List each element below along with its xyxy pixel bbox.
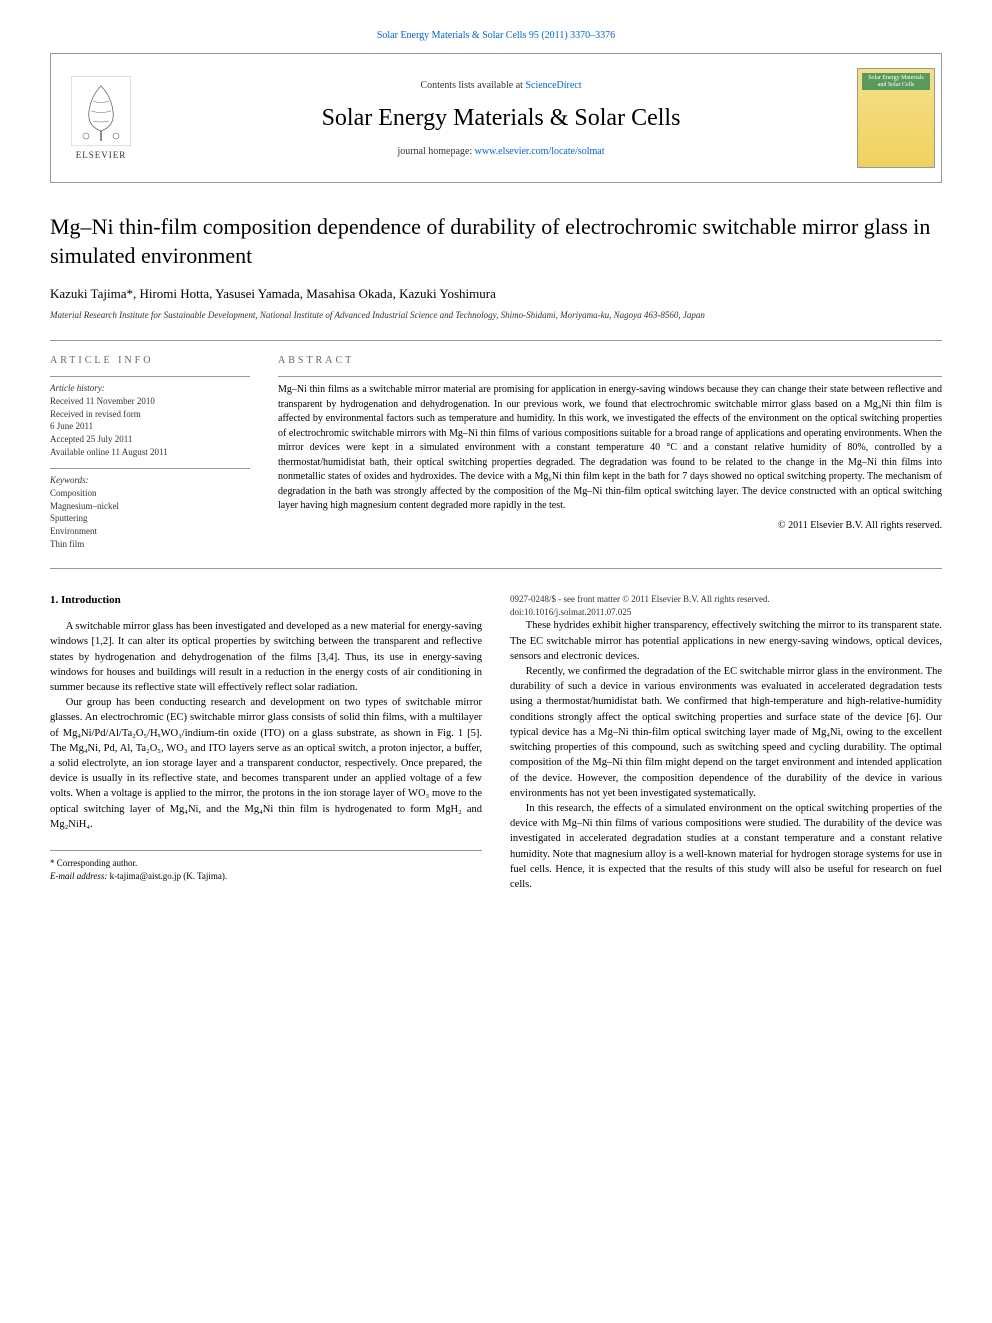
- email-address[interactable]: k-tajima@aist.go.jp (K. Tajima).: [110, 871, 227, 881]
- body-paragraph: Our group has been conducting research a…: [50, 695, 482, 832]
- journal-name: Solar Energy Materials & Solar Cells: [322, 105, 681, 132]
- elsevier-tree-icon: [71, 76, 131, 146]
- abstract-heading: ABSTRACT: [278, 355, 942, 366]
- homepage-line: journal homepage: www.elsevier.com/locat…: [397, 146, 604, 157]
- homepage-prefix: journal homepage:: [397, 146, 474, 157]
- author-list: Kazuki Tajima*, Hiromi Hotta, Yasusei Ya…: [50, 286, 942, 302]
- header-center: Contents lists available at ScienceDirec…: [151, 54, 851, 182]
- cover-badge: Solar Energy Materials and Solar Cells: [862, 73, 930, 90]
- journal-cover[interactable]: Solar Energy Materials and Solar Cells: [851, 54, 941, 182]
- article-info-heading: ARTICLE INFO: [50, 355, 250, 366]
- history-label: Article history:: [50, 383, 250, 393]
- sciencedirect-link[interactable]: ScienceDirect: [525, 80, 581, 91]
- history-block: Article history: Received 11 November 20…: [50, 376, 250, 458]
- journal-citation-link[interactable]: Solar Energy Materials & Solar Cells 95 …: [50, 30, 942, 41]
- footnote-block: * Corresponding author. E-mail address: …: [50, 850, 482, 882]
- email-line: E-mail address: k-tajima@aist.go.jp (K. …: [50, 870, 482, 883]
- abstract-text: Mg–Ni thin films as a switchable mirror …: [278, 376, 942, 514]
- divider: [50, 340, 942, 341]
- divider: [50, 568, 942, 569]
- body-paragraph: Recently, we confirmed the degradation o…: [510, 664, 942, 801]
- keywords-label: Keywords:: [50, 475, 250, 485]
- affiliation: Material Research Institute for Sustaina…: [50, 310, 942, 320]
- history-line: 6 June 2011: [50, 420, 250, 433]
- history-line: Received 11 November 2010: [50, 395, 250, 408]
- keyword: Sputtering: [50, 512, 250, 525]
- corresponding-author: * Corresponding author.: [50, 857, 482, 870]
- keyword: Composition: [50, 487, 250, 500]
- body-columns: 1. Introduction A switchable mirror glas…: [50, 593, 942, 896]
- email-label: E-mail address:: [50, 871, 107, 881]
- doi-line: doi:10.1016/j.solmat.2011.07.025: [510, 606, 942, 619]
- body-paragraph: In this research, the effects of a simul…: [510, 801, 942, 892]
- cover-thumbnail: Solar Energy Materials and Solar Cells: [857, 68, 935, 168]
- section-heading: 1. Introduction: [50, 593, 482, 609]
- info-abstract-row: ARTICLE INFO Article history: Received 1…: [50, 355, 942, 550]
- abstract-block: ABSTRACT Mg–Ni thin films as a switchabl…: [278, 355, 942, 550]
- keyword: Thin film: [50, 538, 250, 551]
- contents-line: Contents lists available at ScienceDirec…: [420, 80, 581, 91]
- keyword: Environment: [50, 525, 250, 538]
- issn-line: 0927-0248/$ - see front matter © 2011 El…: [510, 593, 942, 606]
- history-line: Accepted 25 July 2011: [50, 433, 250, 446]
- bottom-meta: 0927-0248/$ - see front matter © 2011 El…: [510, 593, 942, 618]
- homepage-link[interactable]: www.elsevier.com/locate/solmat: [475, 146, 605, 157]
- keywords-block: Keywords: Composition Magnesium–nickel S…: [50, 468, 250, 550]
- history-line: Received in revised form: [50, 408, 250, 421]
- contents-prefix: Contents lists available at: [420, 80, 525, 91]
- elsevier-label: ELSEVIER: [76, 150, 127, 160]
- body-paragraph: These hydrides exhibit higher transparen…: [510, 618, 942, 664]
- journal-header: ELSEVIER Contents lists available at Sci…: [50, 53, 942, 183]
- abstract-copyright: © 2011 Elsevier B.V. All rights reserved…: [278, 520, 942, 531]
- keyword: Magnesium–nickel: [50, 500, 250, 513]
- article-title: Mg–Ni thin-film composition dependence o…: [50, 213, 942, 270]
- elsevier-logo[interactable]: ELSEVIER: [51, 54, 151, 182]
- article-info: ARTICLE INFO Article history: Received 1…: [50, 355, 250, 550]
- history-line: Available online 11 August 2011: [50, 446, 250, 459]
- body-paragraph: A switchable mirror glass has been inves…: [50, 619, 482, 695]
